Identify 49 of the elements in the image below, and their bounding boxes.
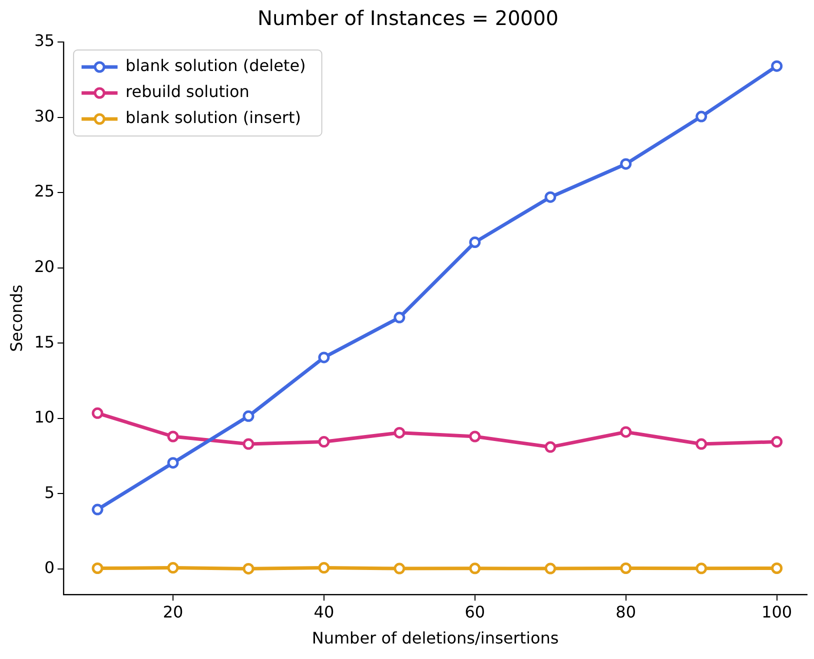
point	[771, 60, 783, 72]
point	[242, 562, 254, 574]
y-tick-label: 30	[34, 106, 55, 126]
legend-label: rebuild solution	[126, 82, 250, 102]
x-tick-label: 60	[464, 602, 486, 622]
point	[394, 562, 406, 574]
y-tick-label: 0	[44, 558, 55, 578]
point	[318, 562, 330, 574]
point	[469, 562, 481, 574]
point	[544, 562, 556, 574]
point	[394, 312, 406, 324]
legend-label: blank solution (insert)	[126, 108, 302, 128]
x-tick-label: 100	[762, 602, 792, 622]
x-tick-label: 20	[162, 602, 184, 622]
y-axis-title: Seconds	[6, 284, 26, 352]
point	[469, 430, 481, 442]
point	[242, 410, 254, 422]
point	[620, 426, 632, 438]
point	[696, 438, 708, 450]
point	[92, 407, 104, 419]
point	[318, 352, 330, 364]
point	[696, 562, 708, 574]
point	[92, 562, 104, 574]
y-tick-label: 20	[34, 257, 55, 276]
y-tick-label: 35	[34, 31, 55, 50]
y-tick-label: 25	[34, 182, 55, 201]
point	[318, 436, 330, 448]
point	[771, 436, 783, 448]
point	[771, 562, 783, 574]
x-tick-label: 80	[616, 602, 636, 622]
point	[167, 430, 179, 442]
point	[92, 504, 104, 516]
point	[544, 191, 556, 203]
y-tick-label: 5	[44, 482, 55, 502]
point	[394, 426, 406, 438]
point	[469, 236, 481, 248]
chart-title: Number of Instances = 20000	[258, 6, 558, 30]
point	[167, 562, 179, 574]
x-tick-label: 40	[314, 602, 334, 622]
point	[544, 441, 556, 453]
point	[620, 562, 632, 574]
legend-label: blank solution (delete)	[126, 56, 306, 76]
y-tick-label: 15	[34, 332, 55, 352]
x-axis-title: Number of deletions/insertions	[312, 628, 559, 648]
point	[696, 110, 708, 122]
y-tick-label: 10	[34, 408, 55, 427]
point	[167, 457, 179, 469]
point	[620, 158, 632, 170]
point	[242, 438, 254, 450]
